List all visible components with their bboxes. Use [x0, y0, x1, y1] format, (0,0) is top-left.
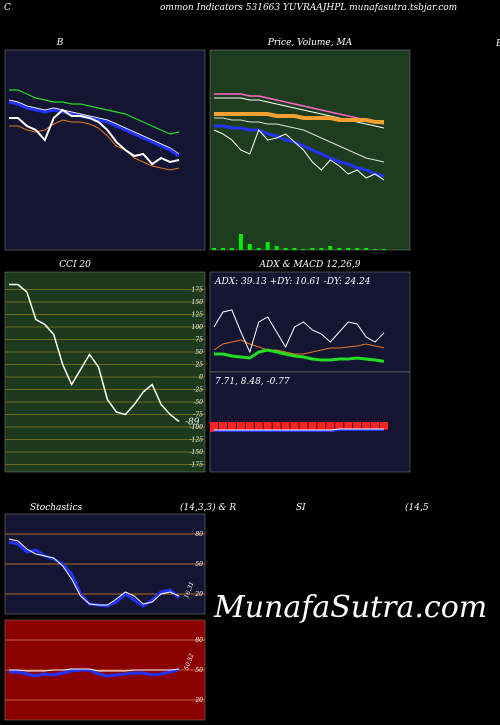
stoch-title-part: (14,5	[405, 502, 429, 513]
indicator-text: 7.71, 8.48, -0.77	[215, 377, 290, 387]
bar	[326, 422, 335, 432]
bar	[274, 246, 279, 250]
bar	[210, 422, 218, 432]
bar	[355, 248, 360, 250]
y-tick-label: -75	[193, 412, 203, 419]
bar	[247, 244, 252, 250]
watermark: MunafaSutra.com	[213, 590, 487, 625]
y-tick-label: 50	[195, 349, 203, 356]
bar	[346, 248, 351, 250]
series-line	[9, 283, 180, 423]
indicator-text: ADX: 39.13 +DY: 10.61 -DY: 24.24	[214, 277, 371, 287]
bar	[319, 248, 324, 250]
bar	[310, 248, 315, 250]
bar	[344, 422, 353, 431]
y-tick-label: 175	[192, 287, 204, 294]
y-tick-label: 50	[195, 561, 203, 568]
bar	[245, 422, 254, 432]
bar	[299, 422, 308, 432]
panel-title: B	[56, 38, 64, 48]
y-tick-label: 75	[195, 337, 203, 344]
series-line	[214, 112, 384, 124]
y-tick-label: -100	[190, 424, 204, 431]
series-line	[214, 428, 384, 431]
y-tick-label: -125	[190, 437, 204, 444]
series-line	[213, 309, 385, 354]
panel	[4, 49, 206, 251]
bar	[283, 248, 288, 250]
bar	[218, 422, 227, 432]
panel-title: ADX & MACD 12,26,9	[259, 260, 361, 270]
panel-title: Stochastics	[30, 503, 83, 513]
bar	[227, 422, 236, 432]
y-tick-label: 20	[194, 591, 203, 598]
y-tick-label: -25	[193, 387, 203, 394]
edge-label: B	[495, 39, 500, 49]
y-tick-label: 20	[194, 697, 203, 704]
y-tick-label: 80	[195, 637, 203, 644]
bar	[364, 248, 369, 250]
bar	[238, 234, 243, 250]
panel-title: Price, Volume, MA	[267, 38, 353, 48]
stoch-title-part: SI	[296, 503, 306, 513]
series-line	[214, 124, 385, 178]
series-line	[214, 93, 385, 125]
bar	[229, 248, 234, 250]
series-line	[213, 129, 385, 181]
bar	[382, 249, 386, 250]
bar	[362, 422, 371, 430]
bar	[292, 248, 297, 250]
y-tick-label: 80	[195, 531, 203, 538]
series-line	[214, 117, 385, 163]
panel	[209, 271, 411, 373]
bar	[353, 422, 362, 431]
value-label: -89	[185, 418, 200, 428]
bar	[290, 422, 299, 432]
bar	[265, 242, 270, 250]
y-tick-label: 125	[192, 312, 204, 319]
bar	[328, 246, 333, 250]
series-line	[9, 668, 180, 678]
y-tick-label: 0	[199, 374, 203, 381]
series-line	[214, 348, 385, 363]
bar	[212, 248, 216, 250]
bar	[301, 249, 306, 250]
header: ommon Indicators 531663 YUVRAAJHPL munaf…	[160, 3, 457, 13]
bar	[308, 422, 317, 432]
series-line	[9, 668, 180, 672]
bar	[254, 422, 263, 432]
bar	[317, 422, 326, 432]
series-line	[8, 99, 180, 155]
bar	[337, 248, 342, 250]
y-tick-label: -50	[193, 399, 203, 406]
y-tick-label: 150	[192, 299, 204, 306]
bar	[335, 422, 344, 431]
panel-title: CCI 20	[59, 260, 91, 270]
bar	[371, 422, 380, 430]
series-line	[213, 339, 385, 355]
header-left: C	[4, 3, 11, 13]
bar	[281, 422, 290, 432]
bar	[272, 422, 281, 432]
bar	[380, 422, 388, 430]
series-line	[9, 89, 180, 135]
bar	[263, 422, 272, 432]
bar	[256, 248, 261, 250]
series-line	[214, 429, 384, 432]
panel	[4, 271, 206, 473]
series-line	[9, 108, 180, 166]
y-tick-label: -150	[190, 449, 204, 456]
stoch-title-part: (14,3,3) & R	[180, 502, 236, 513]
bar	[220, 248, 225, 250]
y-tick-label: 100	[192, 324, 204, 331]
bar	[373, 249, 378, 250]
y-tick-label: -175	[190, 462, 204, 469]
bar	[236, 422, 245, 432]
y-tick-label: 50	[195, 667, 203, 674]
series-line	[8, 538, 180, 606]
y-tick-label: 25	[194, 362, 203, 369]
